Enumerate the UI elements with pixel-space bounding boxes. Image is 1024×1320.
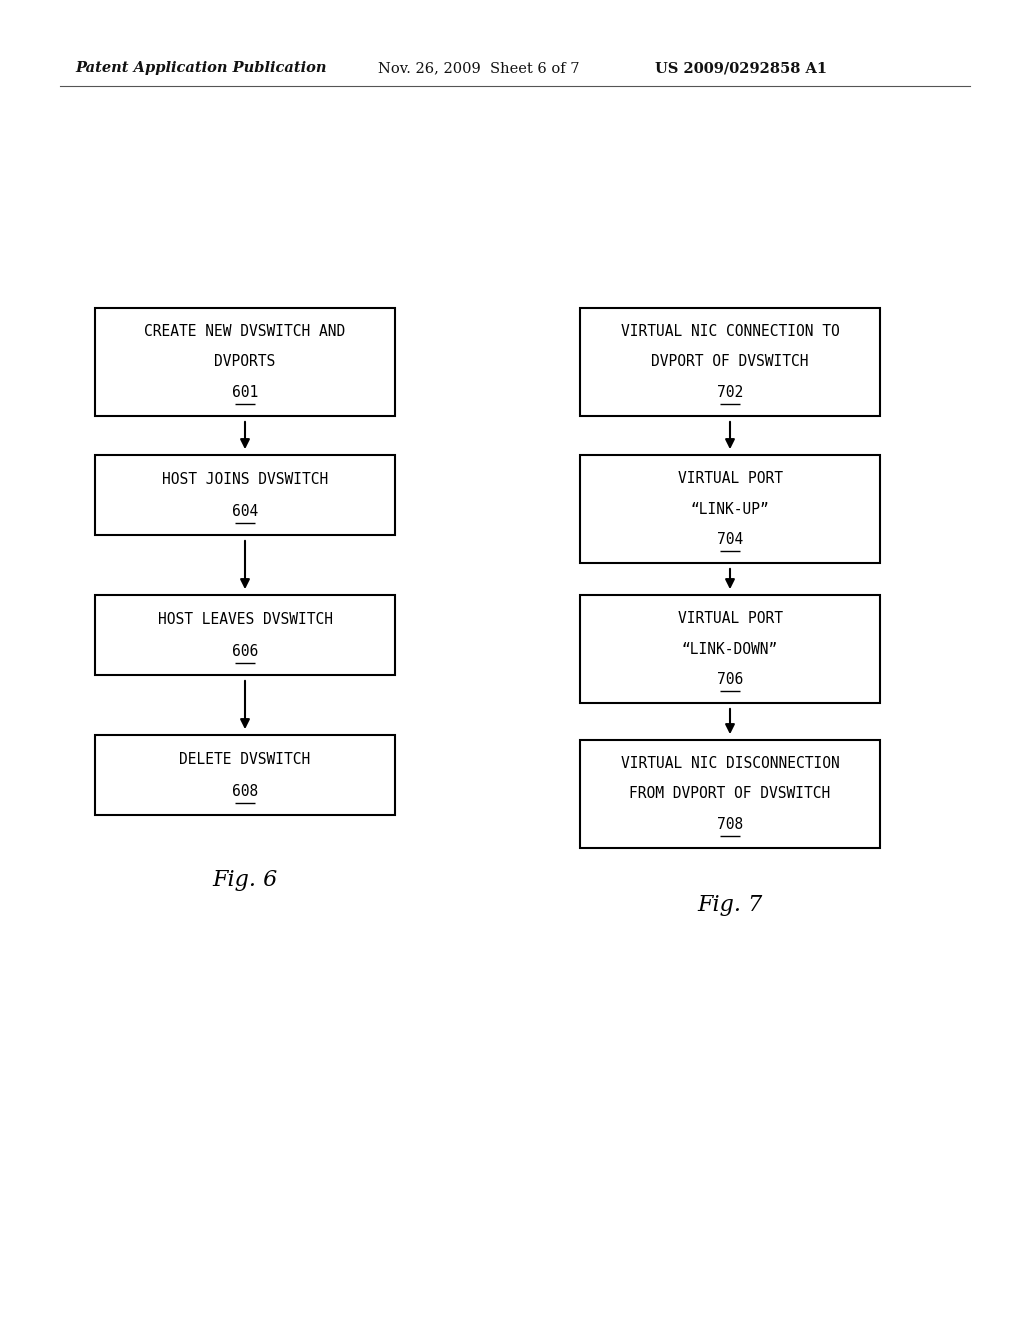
Text: 702: 702: [717, 385, 743, 400]
FancyBboxPatch shape: [95, 735, 395, 814]
Text: 708: 708: [717, 817, 743, 833]
Text: Patent Application Publication: Patent Application Publication: [75, 61, 327, 75]
Text: 601: 601: [231, 385, 258, 400]
Text: VIRTUAL PORT: VIRTUAL PORT: [678, 471, 782, 486]
Text: Fig. 7: Fig. 7: [697, 894, 763, 916]
Text: CREATE NEW DVSWITCH AND: CREATE NEW DVSWITCH AND: [144, 323, 346, 339]
Text: 604: 604: [231, 503, 258, 519]
Text: DELETE DVSWITCH: DELETE DVSWITCH: [179, 751, 310, 767]
FancyBboxPatch shape: [580, 308, 880, 416]
Text: US 2009/0292858 A1: US 2009/0292858 A1: [655, 61, 827, 75]
Text: HOST LEAVES DVSWITCH: HOST LEAVES DVSWITCH: [158, 611, 333, 627]
FancyBboxPatch shape: [580, 741, 880, 847]
FancyBboxPatch shape: [580, 595, 880, 704]
Text: VIRTUAL PORT: VIRTUAL PORT: [678, 611, 782, 626]
Text: VIRTUAL NIC DISCONNECTION: VIRTUAL NIC DISCONNECTION: [621, 755, 840, 771]
Text: Nov. 26, 2009  Sheet 6 of 7: Nov. 26, 2009 Sheet 6 of 7: [378, 61, 580, 75]
FancyBboxPatch shape: [95, 595, 395, 675]
Text: 608: 608: [231, 784, 258, 799]
FancyBboxPatch shape: [95, 308, 395, 416]
FancyBboxPatch shape: [95, 455, 395, 535]
Text: 706: 706: [717, 672, 743, 688]
Text: “LINK-DOWN”: “LINK-DOWN”: [682, 642, 778, 656]
Text: DVPORT OF DVSWITCH: DVPORT OF DVSWITCH: [651, 355, 809, 370]
Text: Fig. 6: Fig. 6: [212, 869, 278, 891]
Text: 704: 704: [717, 532, 743, 548]
FancyBboxPatch shape: [580, 455, 880, 564]
Text: 606: 606: [231, 644, 258, 659]
Text: HOST JOINS DVSWITCH: HOST JOINS DVSWITCH: [162, 471, 328, 487]
Text: DVPORTS: DVPORTS: [214, 355, 275, 370]
Text: FROM DVPORT OF DVSWITCH: FROM DVPORT OF DVSWITCH: [630, 787, 830, 801]
Text: “LINK-UP”: “LINK-UP”: [690, 502, 769, 516]
Text: VIRTUAL NIC CONNECTION TO: VIRTUAL NIC CONNECTION TO: [621, 323, 840, 339]
